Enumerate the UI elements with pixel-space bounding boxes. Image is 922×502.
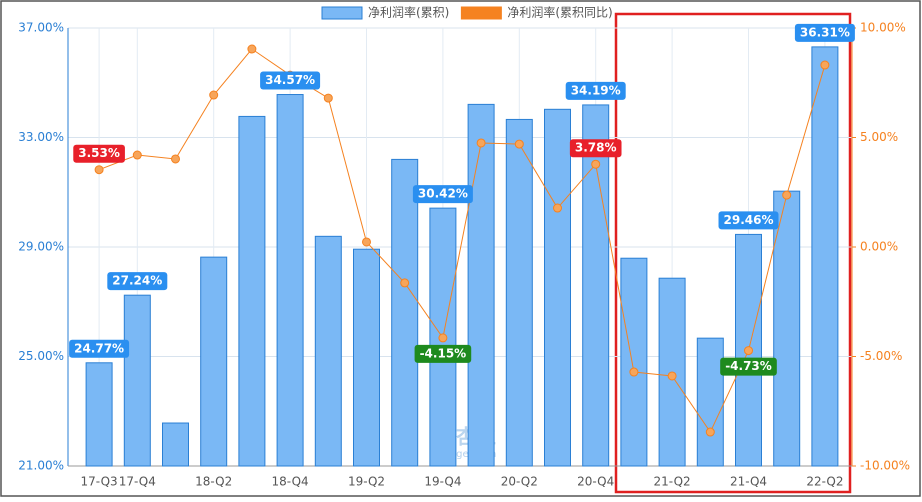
line-point <box>591 159 601 169</box>
line-point <box>553 203 562 213</box>
line <box>98 48 826 434</box>
x-tick-label: 20-Q4 <box>577 475 614 489</box>
bar <box>123 294 151 467</box>
data-label-text: 27.24% <box>112 274 162 288</box>
line-point <box>438 333 448 343</box>
data-label-text: 34.19% <box>571 83 621 97</box>
x-tick-label: 17-Q4 <box>119 475 156 489</box>
data-label-bg <box>565 81 626 100</box>
bar <box>200 256 228 467</box>
bar <box>696 337 724 467</box>
line-point <box>705 427 715 437</box>
line-point <box>323 93 333 103</box>
data-label-text: -4.15% <box>420 346 467 360</box>
data-label-bg <box>718 211 779 230</box>
y-tick-label: 21.00% <box>18 459 64 473</box>
x-tick-label: 20-Q2 <box>501 475 538 489</box>
line-point <box>744 346 753 356</box>
data-label-text: 36.31% <box>800 25 850 39</box>
line-point <box>247 44 257 54</box>
line-point <box>362 237 371 247</box>
y2-tick-label: -5.00% <box>860 349 902 363</box>
line-point <box>629 367 639 377</box>
data-label: -4.73% <box>720 357 777 376</box>
bar <box>544 108 571 467</box>
legend-label: 净利润率(累积同比) <box>507 5 612 20</box>
data-label-text: 29.46% <box>724 213 774 227</box>
line-point <box>94 165 104 175</box>
line-point <box>476 138 486 148</box>
x-tick-label: 21-Q2 <box>654 475 691 489</box>
x-tick-label: 19-Q2 <box>348 475 385 489</box>
y-tick-label: 25.00% <box>18 349 64 363</box>
data-label-bg <box>720 357 777 376</box>
data-label-text: 3.53% <box>78 146 120 160</box>
bar <box>505 118 533 467</box>
data-label-text: -4.73% <box>725 359 772 373</box>
data-label-text: 34.57% <box>265 73 315 87</box>
line-point <box>820 60 830 70</box>
y2-tick-label: -10.00% <box>860 459 910 473</box>
grid <box>68 27 852 467</box>
y2-tick-label: 5.00% <box>860 130 898 144</box>
x-tick-label: 19-Q4 <box>424 475 461 489</box>
line-point <box>782 190 792 200</box>
x-tick-label: 18-Q4 <box>272 475 309 489</box>
data-label-bg <box>73 144 125 163</box>
line-point <box>171 154 180 164</box>
y-tick-label: 37.00% <box>18 21 64 35</box>
data-label-bg <box>412 185 473 204</box>
x-tick-label: 17-Q3 <box>81 475 118 489</box>
data-label-bg <box>569 139 622 158</box>
line-point <box>667 371 677 381</box>
data-label-text: 24.77% <box>74 341 124 355</box>
data-label: 24.77% <box>69 339 130 358</box>
data-label: 30.42% <box>412 185 473 204</box>
data-label: 36.31% <box>794 23 855 42</box>
data-label: 3.78% <box>569 139 622 158</box>
data-label: 27.24% <box>107 272 168 291</box>
bar <box>314 235 342 467</box>
highlight-box <box>614 12 852 494</box>
bar <box>276 94 304 467</box>
bar <box>85 362 113 467</box>
watermark-subtitle: lixinger.com <box>436 449 497 460</box>
x-tick-label: 18-Q2 <box>195 475 232 489</box>
data-label-bg <box>107 272 168 291</box>
y2-tick-label: 0.00% <box>860 240 898 254</box>
line-point <box>514 139 524 149</box>
data-label-bg <box>794 23 855 42</box>
bar <box>620 257 648 467</box>
bar <box>238 115 266 467</box>
bar <box>353 248 380 467</box>
bar <box>811 46 839 467</box>
data-label: 34.19% <box>565 81 626 100</box>
legend-swatch <box>321 6 363 20</box>
x-tick-label: 22-Q2 <box>806 475 843 489</box>
data-label-bg <box>260 71 321 90</box>
data-label: 29.46% <box>718 211 779 230</box>
line-point <box>400 278 410 288</box>
bar <box>582 104 610 467</box>
data-label-text: 3.78% <box>575 141 617 155</box>
legend-swatch <box>460 6 502 20</box>
data-label: 34.57% <box>260 71 321 90</box>
legend-label: 净利润率(累积) <box>368 5 449 20</box>
x-tick-label: 21-Q4 <box>730 475 767 489</box>
data-label-bg <box>414 344 472 363</box>
data-label: 3.53% <box>73 144 125 163</box>
y-tick-label: 33.00% <box>18 130 64 144</box>
data-label: -4.15% <box>414 344 472 363</box>
data-label-text: 30.42% <box>418 187 468 201</box>
line-point <box>132 150 142 160</box>
y-tick-label: 29.00% <box>18 240 64 254</box>
y2-tick-label: 10.00% <box>860 21 906 35</box>
bar <box>467 103 495 467</box>
bar <box>391 158 419 467</box>
line-point <box>209 90 219 100</box>
bar <box>162 422 189 467</box>
data-label-bg <box>69 339 130 358</box>
